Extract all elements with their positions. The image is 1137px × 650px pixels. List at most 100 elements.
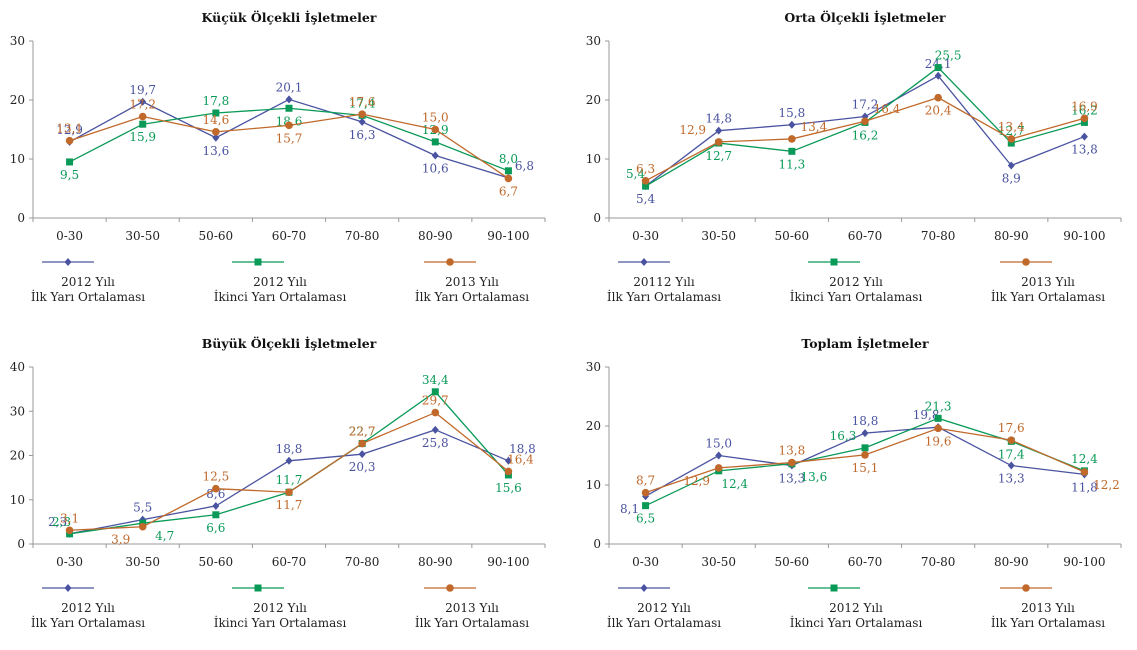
x-tick-label: 50-60 [775,555,810,569]
data-label: 12,9 [56,123,83,137]
data-label: 6,7 [499,184,518,198]
x-tick-label: 50-60 [775,229,810,243]
data-point-s2 [66,158,74,166]
data-label: 17,4 [349,96,376,110]
y-tick-label: 30 [10,34,25,48]
legend-label: 2013 Yılı [445,275,499,289]
y-tick-label: 0 [17,537,25,551]
data-point-s3 [641,177,650,185]
data-label: 17,6 [998,421,1025,435]
data-label: 10,6 [422,161,449,175]
x-tick-label: 60-70 [848,229,883,243]
data-point-s2 [212,109,220,117]
data-point-s3 [431,125,440,134]
data-point-s3 [285,121,293,130]
legend-label: İlk Yarı Ortalaması [31,615,145,630]
y-tick-label: 0 [593,537,601,551]
data-label: 13,8 [778,444,805,458]
data-label: 11,3 [778,157,805,171]
x-tick-label: 60-70 [272,229,307,243]
data-point-s2 [1007,139,1015,147]
data-label: 17,4 [998,447,1025,461]
y-tick-label: 30 [10,404,25,418]
data-label: 20,3 [349,460,376,474]
data-label: 17,6 [349,95,376,109]
data-point-s3 [138,522,147,531]
x-tick-label: 80-90 [994,229,1029,243]
x-tick-label: 60-70 [848,555,883,569]
data-point-s1 [285,95,293,104]
data-point-s3 [934,424,942,433]
data-label: 8,1 [620,502,639,516]
data-label: 19,8 [913,408,940,422]
data-point-s1 [715,126,723,135]
data-point-s1 [358,450,366,459]
data-point-s3 [1007,135,1016,143]
data-label: 9,5 [60,168,79,182]
data-point-s1 [861,429,869,438]
y-tick-label: 20 [10,93,25,107]
legend-label: İkinci Yarı Ortalaması [214,289,347,304]
chart-svg: Küçük Ölçekli İşletmeler 0 10 20 30 0-30 30-50… [10,9,546,304]
data-point-s2 [861,444,869,452]
chart-panel-small: Küçük Ölçekli İşletmeler 0 10 20 30 0-30 30-50… [0,6,560,324]
data-point-s3 [285,488,293,497]
data-label: 6,5 [636,512,655,526]
chart-svg: Büyük Ölçekli İşletmeler 0 10 20 30 40 0-30 30-… [10,335,546,630]
data-point-s3 [1080,114,1089,123]
data-point-s1 [1080,132,1088,141]
data-point-s2 [431,138,439,146]
data-point-s1 [715,451,723,460]
x-tick-label: 30-50 [701,229,736,243]
x-tick-label: 70-80 [921,229,956,243]
x-tick-label: 30-50 [125,555,160,569]
legend-label: 2013 Yılı [1021,601,1075,615]
data-label: 12,4 [1071,452,1098,466]
data-point-s3 [212,484,220,493]
data-point-s2 [212,511,220,519]
data-point-s3 [1080,468,1089,476]
data-label: 16,3 [830,429,857,443]
data-label: 22,7 [349,425,376,439]
legend-label: 2012 Yılı [61,601,115,615]
x-tick-label: 80-90 [994,555,1029,569]
data-label: 16,3 [349,128,376,142]
y-tick-label: 10 [586,478,601,492]
data-label: 15,6 [495,481,522,495]
data-label: 16,4 [507,452,534,466]
data-point-s1 [431,151,439,160]
legend-marker [1022,584,1030,592]
data-point-s3 [65,136,74,145]
data-label: 14,8 [705,112,732,126]
data-label: 8,9 [1002,171,1021,185]
legend-label: İlk Yarı Ortalaması [991,289,1105,304]
data-label: 2,3 [48,515,67,529]
x-tick-label: 0-30 [56,229,83,243]
x-tick-label: 80-90 [418,229,453,243]
data-point-s3 [788,458,796,467]
y-tick-label: 10 [10,152,25,166]
chart-svg: Orta Ölçekli İşletmeler 0 10 20 30 0-30 30-50 5… [586,9,1122,304]
data-label: 15,0 [705,437,732,451]
data-label: 25,8 [422,436,449,450]
y-tick-label: 0 [593,211,601,225]
data-point-s3 [861,451,869,459]
y-tick-label: 0 [17,211,25,225]
data-label: 16,4 [874,102,901,116]
data-point-s2 [139,120,147,128]
legend-marker [254,584,262,592]
data-label: 12,9 [683,474,710,488]
data-point-s1 [504,456,512,465]
legend-label: 2013 Yılı [445,601,499,615]
x-tick-label: 60-70 [272,555,307,569]
x-tick-label: 70-80 [921,555,956,569]
legend-label: İkinci Yarı Ortalaması [790,289,923,304]
data-point-s3 [504,174,513,183]
legend-label: İkinci Yarı Ortalaması [214,615,347,630]
data-label: 13,8 [1071,143,1098,157]
legend-marker [640,584,648,592]
data-point-s2 [504,167,512,175]
data-point-s1 [358,117,366,126]
chart-title: Toplam İşletmeler [801,336,929,351]
data-label: 17,2 [129,98,156,112]
